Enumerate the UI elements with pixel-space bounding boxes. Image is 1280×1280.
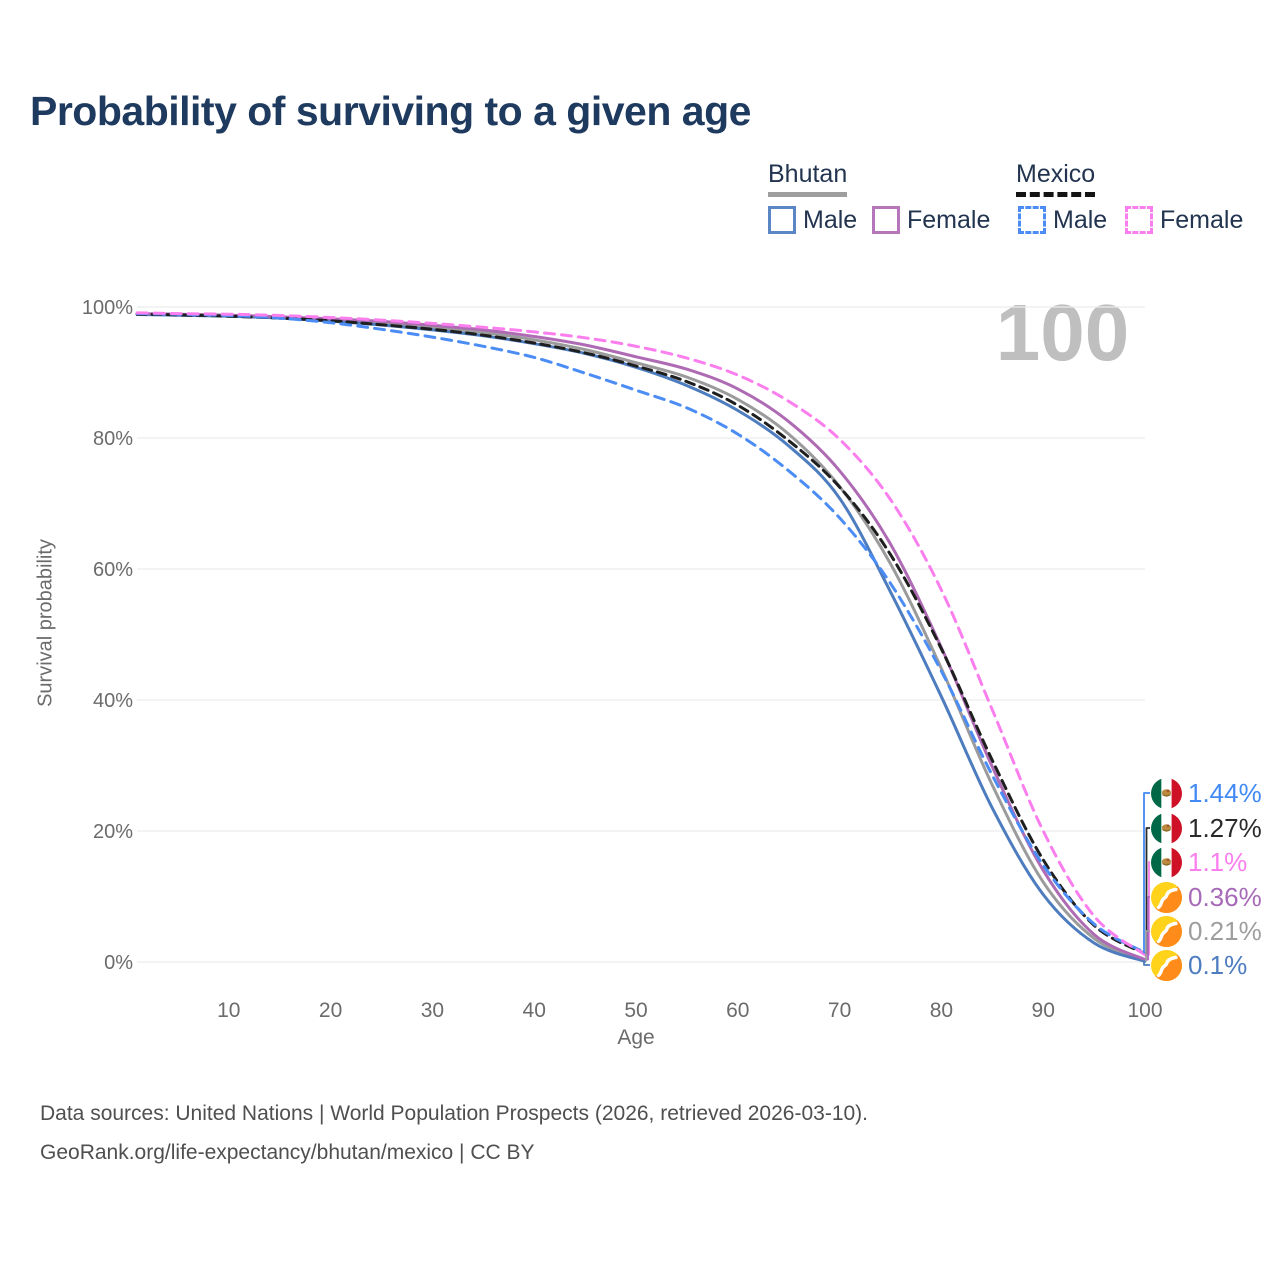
end-label-value: 0.1%	[1188, 949, 1248, 980]
x-tick-80: 80	[930, 999, 953, 1022]
leader-line-4	[1145, 930, 1150, 962]
series-end-label-mexico-female: 1.1%	[1151, 846, 1247, 878]
page-title: Probability of surviving to a given age	[30, 88, 751, 134]
legend-item-label: Female	[907, 205, 991, 234]
legend-group-bhutan[interactable]: Bhutan	[768, 160, 848, 197]
bhutan-flag-icon	[1151, 915, 1182, 947]
x-tick-40: 40	[523, 999, 546, 1022]
x-tick-30: 30	[421, 999, 444, 1022]
series-line-mexico-female[interactable]	[135, 311, 1147, 957]
y-tick-40: 40%	[93, 690, 133, 712]
bhutan-female-swatch-icon	[872, 206, 900, 234]
mexico-female-swatch-icon	[1125, 206, 1153, 234]
series-end-label-bhutan-female: 0.36%	[1151, 881, 1262, 913]
bhutan-flag-icon	[1151, 881, 1182, 913]
mexico-flag-icon	[1151, 777, 1182, 809]
y-tick-0: 0%	[104, 952, 133, 974]
legend-item-mexico-female[interactable]: Female	[1125, 205, 1243, 235]
series-end-label-bhutan-both-sexes: 0.21%	[1151, 915, 1262, 947]
bhutan-flag-icon	[1151, 949, 1182, 981]
y-tick-60: 60%	[93, 559, 133, 581]
series-line-mexico-male[interactable]	[135, 312, 1147, 955]
series-line-bhutan-both-sexes[interactable]	[135, 312, 1147, 963]
end-label-value: 0.36%	[1188, 881, 1262, 912]
y-tick-20: 20%	[93, 821, 133, 843]
x-tick-50: 50	[624, 999, 647, 1022]
leader-line-5	[1143, 960, 1150, 966]
mexico-flag-icon	[1151, 812, 1182, 844]
x-tick-90: 90	[1032, 999, 1055, 1022]
legend-item-label: Male	[803, 205, 858, 234]
series-end-label-mexico-male: 1.44%	[1151, 777, 1262, 809]
x-tick-10: 10	[217, 999, 240, 1022]
mexico-male-swatch-icon	[1018, 206, 1046, 234]
bhutan-male-swatch-icon	[768, 206, 796, 234]
legend-item-label: Male	[1053, 205, 1108, 234]
legend-item-bhutan-female[interactable]: Female	[872, 205, 990, 235]
x-tick-60: 60	[726, 999, 749, 1022]
end-label-value: 1.44%	[1188, 777, 1262, 808]
end-label-value: 1.27%	[1188, 812, 1262, 843]
series-line-bhutan-male[interactable]	[135, 313, 1147, 963]
legend-group-mexico[interactable]: Mexico	[1016, 160, 1096, 197]
x-tick-70: 70	[828, 999, 851, 1022]
legend-item-label: Female	[1160, 205, 1244, 234]
series-end-label-mexico-both-sexes: 1.27%	[1151, 812, 1262, 844]
x-axis-label: Age	[617, 1026, 655, 1049]
end-label-value: 0.21%	[1188, 915, 1262, 946]
footer-attribution: GeoRank.org/life-expectancy/bhutan/mexic…	[40, 1141, 535, 1164]
leader-line-0	[1143, 792, 1150, 954]
series-line-mexico-both-sexes[interactable]	[135, 312, 1147, 956]
mexico-flag-icon	[1151, 846, 1182, 878]
legend-item-mexico-male[interactable]: Male	[1018, 205, 1107, 235]
hovered-age-watermark: 100	[995, 288, 1130, 377]
y-tick-100: 100%	[82, 297, 133, 319]
x-tick-100: 100	[1127, 999, 1162, 1022]
x-tick-20: 20	[319, 999, 342, 1022]
leader-line-2	[1145, 861, 1150, 956]
footer-data-sources: Data sources: United Nations | World Pop…	[40, 1102, 869, 1125]
y-tick-80: 80%	[93, 428, 133, 450]
series-end-label-bhutan-male: 0.1%	[1151, 949, 1247, 981]
series-line-bhutan-female[interactable]	[135, 312, 1147, 962]
end-label-value: 1.1%	[1188, 846, 1248, 877]
legend-item-bhutan-male[interactable]: Male	[768, 205, 857, 235]
